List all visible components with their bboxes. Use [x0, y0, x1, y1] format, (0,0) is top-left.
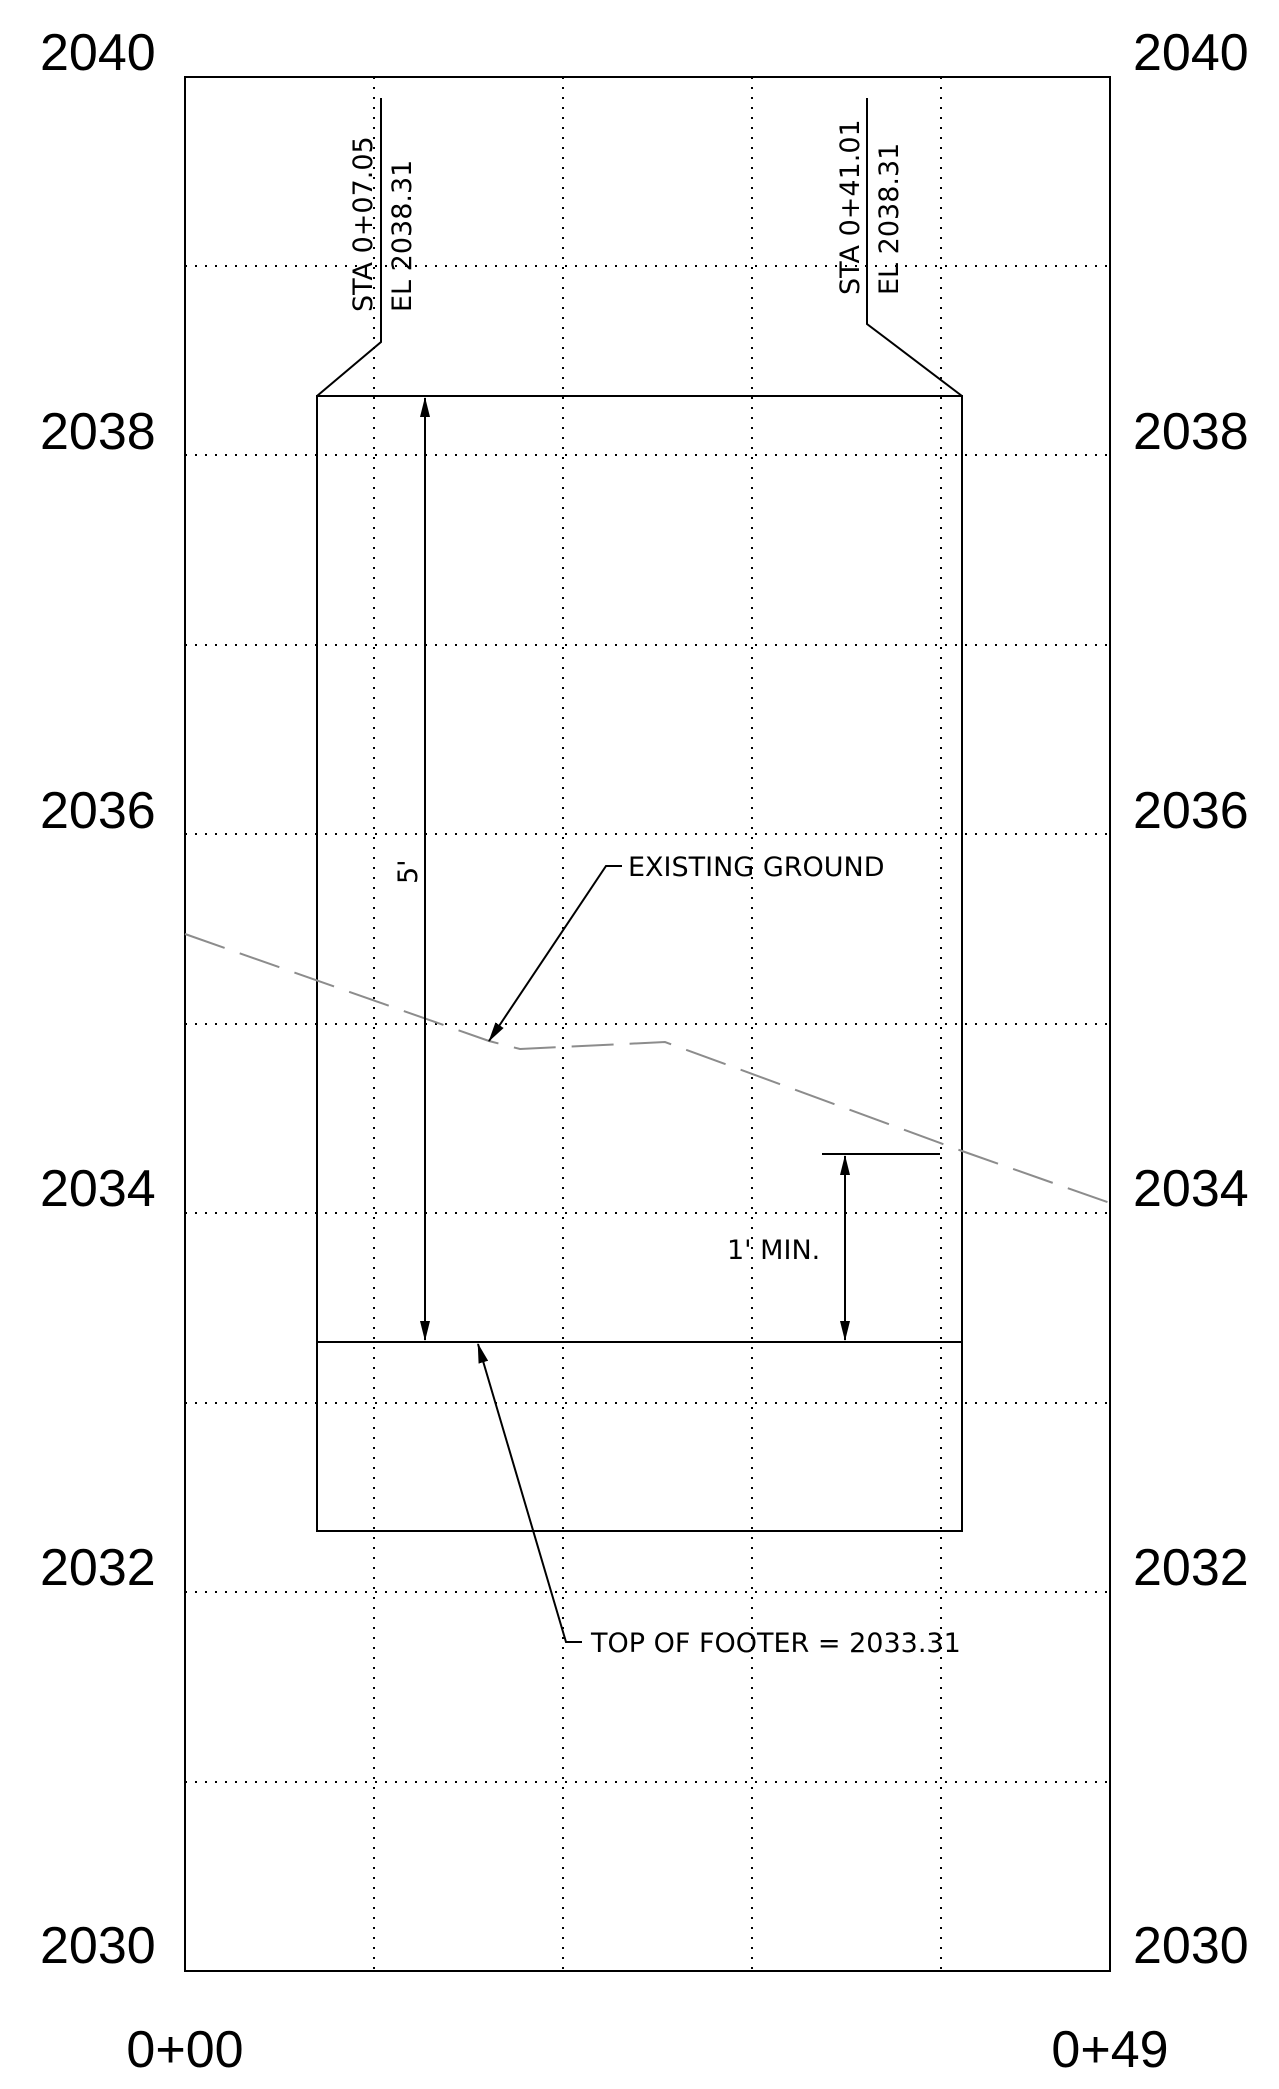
left-callout-elevation: EL 2038.31	[387, 160, 418, 312]
top-of-footer-leader	[477, 1343, 582, 1643]
right-callout-elevation: EL 2038.31	[874, 143, 905, 295]
horizontal-grid-lines	[185, 265, 1110, 1783]
elev-label-right-2034: 2034	[1133, 1160, 1249, 1218]
station-label-start: 0+00	[126, 2021, 243, 2079]
elev-label-right-2032: 2032	[1133, 1539, 1249, 1597]
elev-label-right-2038: 2038	[1133, 403, 1249, 461]
elev-label-left-2034: 2034	[40, 1160, 156, 1218]
existing-ground-line	[184, 933, 1111, 1204]
plot-frame	[184, 76, 1111, 1972]
right-elevation-labels: 2040 2038 2036 2034 2032 2030	[1133, 24, 1249, 1975]
left-elevation-labels: 2040 2038 2036 2034 2032 2030	[40, 24, 156, 1975]
min-cover-dimension	[822, 1153, 940, 1343]
elev-label-left-2036: 2036	[40, 782, 156, 840]
top-of-footer-label: TOP OF FOOTER = 2033.31	[590, 1628, 961, 1659]
existing-ground-label: EXISTING GROUND	[628, 852, 885, 883]
min-cover-label: 1' MIN.	[727, 1235, 820, 1266]
elev-label-right-2040: 2040	[1133, 24, 1249, 82]
existing-ground-leader	[488, 865, 622, 1042]
station-label-end: 0+49	[1051, 2021, 1168, 2079]
left-callout-leader	[316, 98, 382, 397]
right-callout-leader	[866, 98, 963, 397]
elev-label-left-2030: 2030	[40, 1917, 156, 1975]
height-dimension-label: 5'	[393, 859, 424, 884]
elev-label-right-2030: 2030	[1133, 1917, 1249, 1975]
footing-outline	[316, 395, 963, 1532]
elev-label-left-2040: 2040	[40, 24, 156, 82]
elev-label-right-2036: 2036	[1133, 782, 1249, 840]
right-callout-station: STA 0+41.01	[835, 119, 866, 295]
left-callout-station: STA 0+07.05	[348, 136, 379, 312]
elev-label-left-2038: 2038	[40, 403, 156, 461]
elev-label-left-2032: 2032	[40, 1539, 156, 1597]
